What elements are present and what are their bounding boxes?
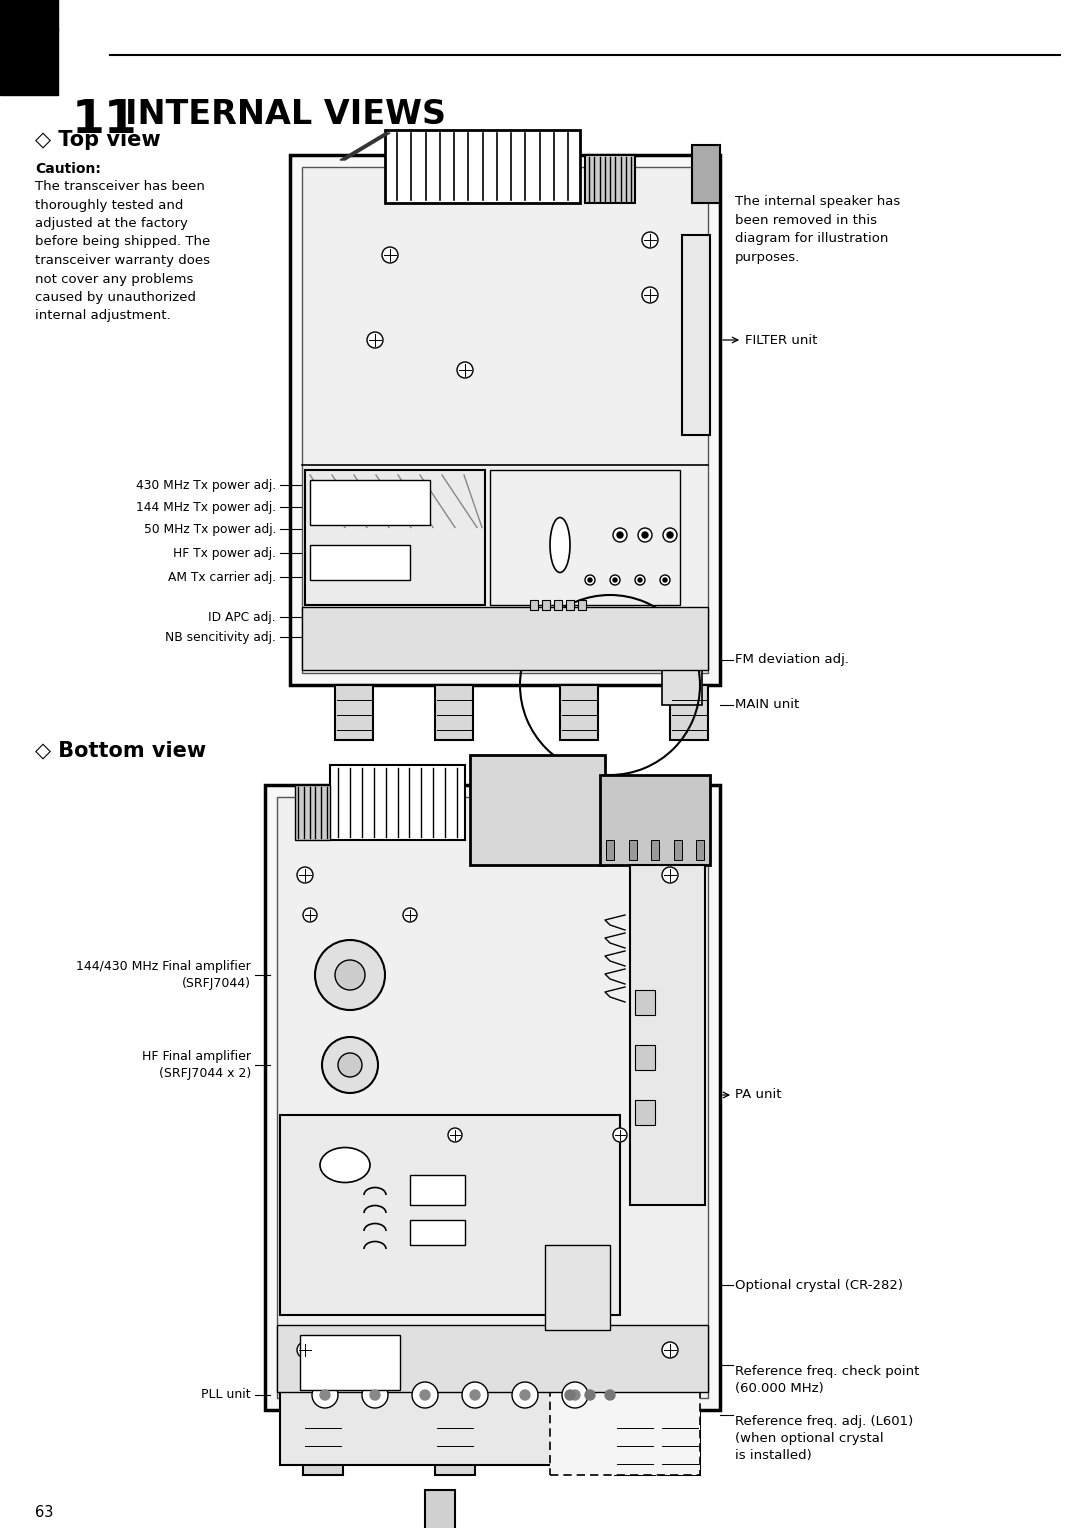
Circle shape [635,575,645,585]
Bar [660,1410,700,1475]
Bar [681,235,710,435]
Text: ID APC adj.: ID APC adj. [208,611,276,623]
Circle shape [663,529,677,542]
Bar [630,865,705,1206]
Bar [410,1175,465,1206]
Circle shape [663,578,667,582]
Ellipse shape [320,1148,370,1183]
Text: The internal speaker has
been removed in this
diagram for illustration
purposes.: The internal speaker has been removed in… [735,196,901,263]
Circle shape [411,1381,438,1407]
Bar [635,1100,654,1125]
Text: Caution:: Caution: [35,162,100,176]
Bar [692,145,720,203]
Bar [276,1325,708,1392]
Circle shape [338,1053,362,1077]
Bar [276,798,708,1398]
Bar [530,601,538,610]
Circle shape [613,529,627,542]
Text: The transceiver has been
thoroughly tested and
adjusted at the factory
before be: The transceiver has been thoroughly test… [35,180,211,322]
Bar [545,1245,610,1329]
Bar [615,1410,654,1475]
Circle shape [512,1381,538,1407]
Text: FM deviation adj.: FM deviation adj. [735,654,849,666]
Circle shape [610,575,620,585]
Circle shape [370,1390,380,1400]
Circle shape [667,532,673,538]
Text: ◇ Bottom view: ◇ Bottom view [35,740,206,759]
Bar [335,685,373,740]
Bar [435,685,473,740]
Circle shape [662,866,678,883]
Circle shape [562,1381,588,1407]
Bar [302,167,708,672]
Bar [302,607,708,669]
Bar [410,1219,465,1245]
Circle shape [642,287,658,303]
Text: HF Final amplifier
(SRFJ7044 x 2): HF Final amplifier (SRFJ7044 x 2) [141,1050,251,1080]
Bar [606,840,615,860]
Text: 144/430 MHz Final amplifier
(SRFJ7044): 144/430 MHz Final amplifier (SRFJ7044) [77,960,251,990]
Text: ◇ Top view: ◇ Top view [35,130,161,150]
Bar [542,601,550,610]
Circle shape [642,532,648,538]
Circle shape [457,362,473,377]
Bar [280,1115,620,1316]
Circle shape [613,578,617,582]
Circle shape [638,578,642,582]
Text: 11: 11 [72,98,138,144]
Circle shape [382,248,399,263]
Circle shape [312,1381,338,1407]
Circle shape [320,1390,330,1400]
Bar [550,1355,700,1475]
Text: PA unit: PA unit [735,1088,782,1102]
Bar [490,471,680,605]
Bar [291,154,720,685]
Text: Optional crystal (CR-282): Optional crystal (CR-282) [735,1279,903,1291]
Text: FILTER unit: FILTER unit [745,333,818,347]
Text: 50 MHz Tx power adj.: 50 MHz Tx power adj. [144,523,276,535]
Circle shape [585,1390,595,1400]
Circle shape [335,960,365,990]
Bar [674,840,681,860]
Circle shape [297,1342,313,1358]
Bar [670,685,708,740]
Text: 63: 63 [35,1505,53,1520]
Ellipse shape [550,518,570,573]
Circle shape [470,1390,480,1400]
Bar [635,990,654,1015]
Bar [561,685,598,740]
Bar [0,28,58,95]
Circle shape [588,578,592,582]
Bar [384,130,580,203]
Circle shape [322,1038,378,1093]
Circle shape [642,232,658,248]
Circle shape [315,940,384,1010]
Circle shape [617,532,623,538]
Bar [629,840,636,860]
Bar [651,840,659,860]
Text: NB sencitivity adj.: NB sencitivity adj. [165,631,276,643]
Circle shape [660,575,670,585]
Text: MAIN unit: MAIN unit [735,698,799,712]
Circle shape [362,1381,388,1407]
Circle shape [303,908,318,921]
Circle shape [403,908,417,921]
Circle shape [662,1342,678,1358]
Text: 144 MHz Tx power adj.: 144 MHz Tx power adj. [136,501,276,513]
Bar [265,785,720,1410]
Circle shape [519,1390,530,1400]
Bar [300,1335,400,1390]
Circle shape [420,1390,430,1400]
Bar [280,1329,620,1465]
Circle shape [448,1128,462,1141]
Bar [600,775,710,865]
Circle shape [613,1128,627,1141]
Text: Reference freq. adj. (L601)
(when optional crystal
is installed): Reference freq. adj. (L601) (when option… [735,1415,914,1462]
Bar [696,840,704,860]
Bar [330,766,465,840]
Text: PLL unit: PLL unit [201,1389,251,1401]
Circle shape [570,1390,580,1400]
Bar [554,601,562,610]
Circle shape [605,1390,615,1400]
Circle shape [638,529,652,542]
